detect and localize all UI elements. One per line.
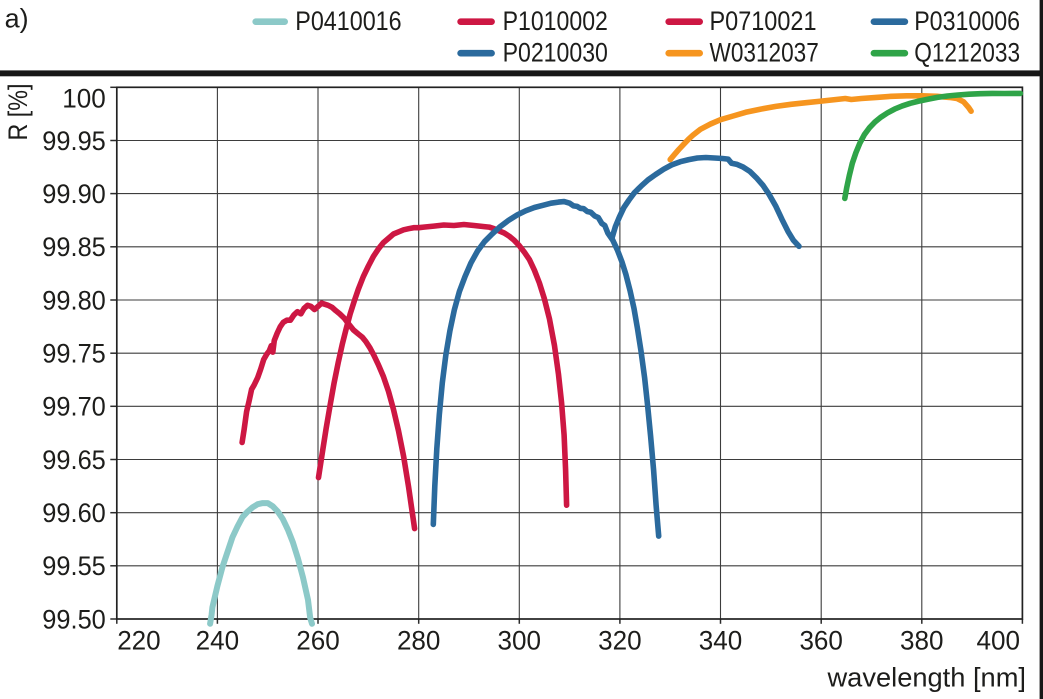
svg-text:340: 340 [699,626,743,656]
svg-text:220: 220 [117,626,161,656]
svg-text:99.95: 99.95 [42,126,106,156]
svg-text:99.80: 99.80 [42,285,106,315]
svg-text:Q1212033: Q1212033 [914,38,1020,68]
svg-text:260: 260 [296,626,340,656]
svg-text:99.85: 99.85 [42,232,106,262]
svg-text:R [%]: R [%] [3,84,33,141]
svg-text:240: 240 [196,626,240,656]
svg-text:360: 360 [799,626,843,656]
svg-text:W0312037: W0312037 [710,38,819,68]
svg-text:wavelength [nm]: wavelength [nm] [826,663,1026,693]
svg-text:99.70: 99.70 [42,392,106,422]
svg-text:99.75: 99.75 [42,339,106,369]
svg-text:400: 400 [977,626,1021,656]
svg-text:300: 300 [498,626,542,656]
svg-text:320: 320 [598,626,642,656]
svg-text:99.55: 99.55 [42,551,106,581]
svg-text:P1010002: P1010002 [503,6,608,36]
svg-text:P0210030: P0210030 [503,38,608,68]
svg-text:P0310006: P0310006 [914,6,1020,36]
svg-text:99.50: 99.50 [42,604,106,634]
svg-text:380: 380 [900,626,944,656]
svg-text:P0410016: P0410016 [295,6,401,36]
svg-text:99.65: 99.65 [42,445,106,475]
svg-text:a): a) [5,4,29,34]
svg-text:99.90: 99.90 [42,179,106,209]
svg-text:P0710021: P0710021 [710,6,817,36]
svg-text:100: 100 [62,84,106,114]
svg-text:280: 280 [397,626,441,656]
svg-text:99.60: 99.60 [42,498,106,528]
